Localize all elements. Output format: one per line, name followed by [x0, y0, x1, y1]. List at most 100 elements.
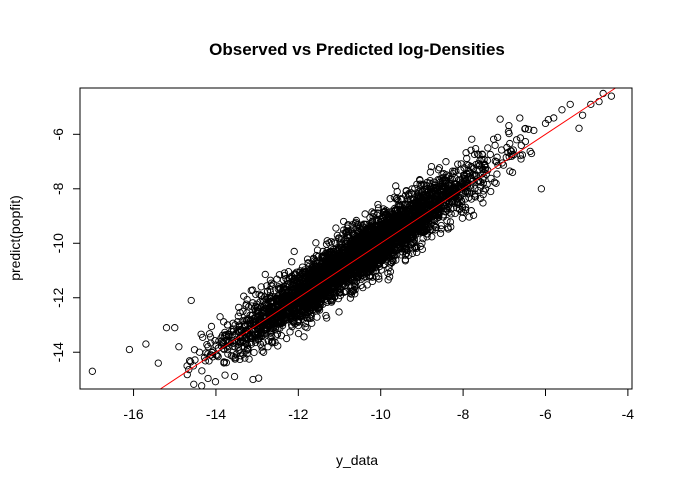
- data-point: [307, 268, 315, 276]
- data-point: [272, 332, 280, 340]
- data-point: [403, 200, 412, 208]
- data-point: [392, 182, 400, 190]
- data-point: [294, 318, 302, 326]
- data-point: [361, 210, 369, 218]
- data-point: [431, 188, 440, 196]
- data-point: [204, 343, 212, 351]
- reference-line: [160, 87, 616, 390]
- data-point: [280, 284, 288, 293]
- data-point: [367, 261, 375, 269]
- data-point: [448, 167, 457, 175]
- data-point: [374, 209, 382, 217]
- data-point: [214, 352, 222, 361]
- data-point: [309, 254, 318, 262]
- data-point: [484, 144, 492, 152]
- data-point: [467, 146, 475, 154]
- data-point: [437, 225, 445, 233]
- data-point: [88, 367, 97, 375]
- data-point: [491, 141, 499, 149]
- data-point: [444, 225, 452, 233]
- data-point: [283, 315, 291, 323]
- data-point: [517, 155, 525, 163]
- data-point: [236, 355, 244, 364]
- data-point: [277, 332, 286, 340]
- y-tick-label: -10: [50, 233, 66, 253]
- data-point: [415, 188, 423, 196]
- y-tick-label: -12: [50, 287, 66, 307]
- data-point: [437, 188, 445, 196]
- data-point: [335, 234, 343, 242]
- data-point: [221, 332, 229, 340]
- data-point: [365, 225, 373, 233]
- data-point: [279, 314, 287, 323]
- data-point: [393, 221, 402, 229]
- data-point: [335, 284, 344, 293]
- data-point: [457, 160, 465, 168]
- data-point: [393, 187, 401, 196]
- data-point: [287, 321, 296, 329]
- data-point: [268, 316, 276, 324]
- data-point: [304, 259, 312, 268]
- data-point: [266, 333, 274, 341]
- data-point: [463, 170, 471, 178]
- data-point: [416, 176, 424, 185]
- data-point: [269, 280, 277, 288]
- data-point: [263, 287, 272, 296]
- data-point: [195, 348, 204, 356]
- data-point: [496, 115, 504, 123]
- data-point: [125, 345, 134, 354]
- data-point: [434, 176, 442, 184]
- data-point: [228, 331, 236, 339]
- data-point: [273, 275, 281, 283]
- data-point: [392, 195, 400, 203]
- data-point: [423, 192, 432, 200]
- data-point: [215, 337, 223, 345]
- data-point: [346, 294, 355, 302]
- data-point: [267, 338, 276, 346]
- data-point: [419, 235, 427, 243]
- data-point: [445, 208, 453, 216]
- data-point: [326, 252, 334, 260]
- data-point: [289, 276, 298, 284]
- data-point: [206, 333, 215, 341]
- data-point: [486, 150, 494, 159]
- data-point: [342, 228, 350, 236]
- data-point: [303, 324, 311, 332]
- data-point: [350, 279, 359, 287]
- data-point: [426, 168, 435, 176]
- data-point: [451, 174, 459, 182]
- data-point: [415, 207, 423, 215]
- data-point: [478, 151, 486, 159]
- data-point: [339, 246, 347, 254]
- data-point: [216, 313, 224, 321]
- data-point: [162, 324, 171, 332]
- data-point: [335, 288, 344, 296]
- data-point: [142, 340, 150, 348]
- data-point: [283, 294, 292, 302]
- data-point: [521, 137, 530, 146]
- data-point: [328, 259, 337, 267]
- data-point: [198, 382, 206, 390]
- data-point: [320, 291, 328, 300]
- data-point: [299, 283, 308, 292]
- data-point: [434, 210, 442, 218]
- data-point: [300, 333, 308, 341]
- x-tick-label: -10: [371, 406, 391, 422]
- data-point: [348, 288, 356, 296]
- data-point: [308, 303, 316, 311]
- data-point: [396, 242, 404, 250]
- x-axis: -16 -14 -12 -10 -8 -6 -4: [123, 388, 634, 422]
- data-point: [467, 207, 475, 215]
- data-point: [482, 170, 490, 178]
- x-tick-label: -6: [539, 406, 552, 422]
- data-point: [235, 303, 243, 311]
- data-point: [436, 178, 445, 186]
- data-point: [517, 141, 525, 150]
- data-point: [274, 303, 282, 312]
- y-tick-label: -14: [50, 342, 66, 362]
- data-point: [329, 278, 337, 286]
- data-point: [254, 374, 263, 382]
- data-point: [264, 337, 272, 345]
- data-point: [261, 315, 269, 323]
